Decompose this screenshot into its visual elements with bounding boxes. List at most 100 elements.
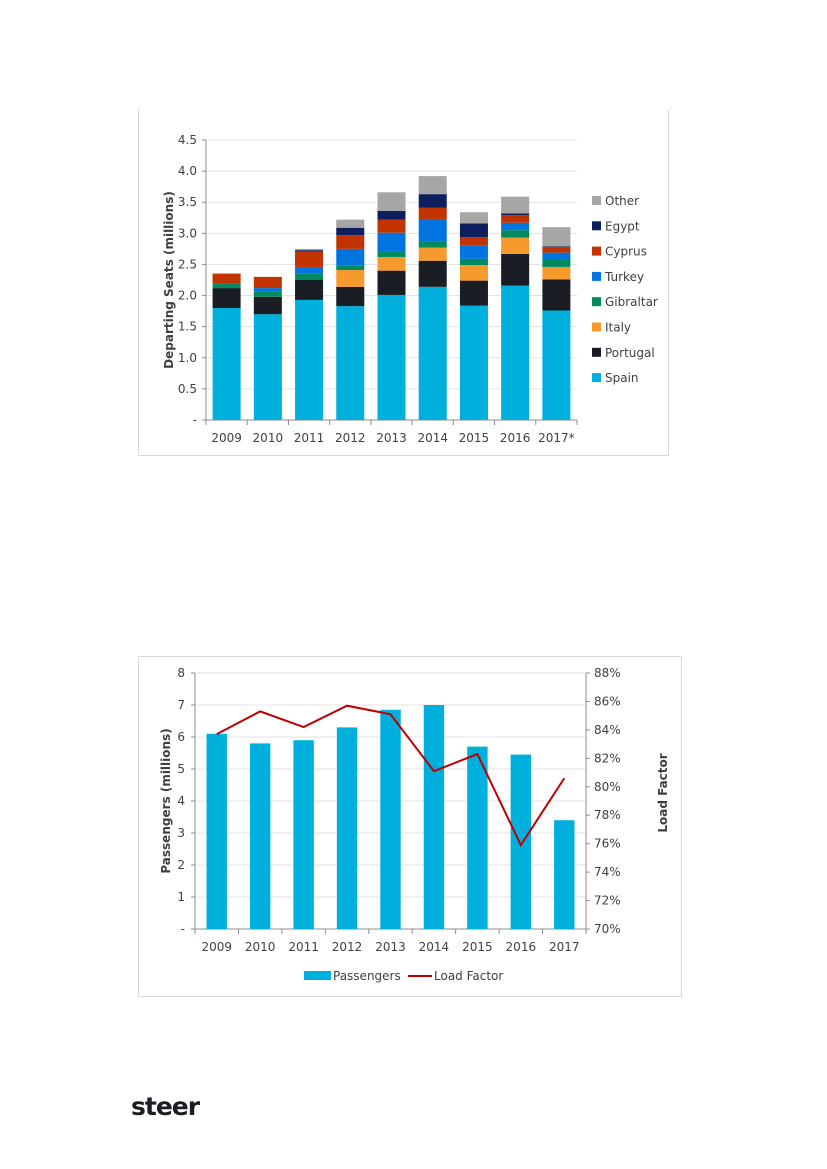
bar-segment-portugal (501, 253, 530, 286)
legend-swatch-cyprus (592, 246, 601, 256)
bar-segment-spain (212, 308, 241, 420)
bar-segment-cyprus (336, 235, 365, 249)
y-axis-title: Passengers (millions) (159, 728, 173, 873)
bar-segment-other (295, 248, 324, 251)
y-tick-label: 1.5 (178, 320, 197, 334)
bar-segment-gibraltar (542, 259, 571, 267)
legend-swatch-other (592, 196, 601, 205)
legend-label-gibraltar: Gibraltar (605, 295, 658, 309)
y-tick-label: 3 (177, 826, 185, 840)
legend-label-passengers: Passengers (333, 969, 401, 983)
bar-segment-spain (336, 306, 365, 420)
bar-segment-egypt (459, 223, 488, 238)
x-tick-label: 2012 (332, 940, 363, 954)
bar-segment-portugal (295, 280, 324, 300)
bar-segment-gibraltar (377, 251, 406, 257)
y2-tick-label: 82% (594, 751, 621, 765)
bar-segment-other (418, 176, 447, 195)
bar-segment-turkey (336, 248, 365, 266)
bar-segment-turkey (253, 288, 282, 292)
legend-label-turkey: Turkey (604, 270, 644, 284)
load-factor-line (216, 704, 566, 848)
passengers-bar (293, 740, 314, 929)
x-tick-label: 2011 (294, 431, 325, 445)
bar-segment-portugal (377, 270, 406, 295)
bar-segment-portugal (418, 260, 447, 287)
bar-segment-gibraltar (295, 273, 324, 280)
bar-segment-egypt (336, 227, 365, 236)
passengers-bar (423, 705, 445, 929)
x-tick-label: 2016 (500, 431, 531, 445)
passengers-load-factor-chart: - 1 2 3 4 5 6 7 8 70% 72% 74% 76% 78% 80% 82% 84% 86% 88% 2… (159, 666, 670, 983)
bar-segment-italy (418, 247, 447, 261)
bar-segment-cyprus (501, 215, 530, 223)
x-tick-label: 2009 (201, 940, 232, 954)
legend-swatch-passengers (304, 971, 331, 980)
bar-segment-cyprus (377, 219, 406, 233)
bar-segment-cyprus (418, 207, 447, 220)
bar-segment-gibraltar (212, 283, 241, 289)
legend-label-egypt: Egypt (605, 219, 640, 233)
bar-segment-other (459, 212, 488, 224)
legend-swatch-italy (592, 322, 601, 332)
bar-segment-cyprus (253, 276, 282, 289)
bar-segment-other (212, 273, 241, 274)
bar-segment-italy (459, 265, 488, 281)
bar-segment-egypt (542, 246, 571, 248)
bar-segment-turkey (418, 219, 447, 242)
bar-segment-cyprus (295, 251, 324, 267)
y-tick-label: 2 (177, 858, 185, 872)
y-tick-label: - (193, 413, 197, 427)
passengers-bar (206, 733, 227, 929)
chart-frame-departing-seats (138, 110, 669, 456)
passengers-bar (554, 820, 575, 929)
legend-label-spain: Spain (605, 371, 639, 385)
y-tick-label: 3.5 (178, 195, 197, 209)
x-tick-label: 2012 (335, 431, 366, 445)
y2-tick-label: 74% (594, 865, 621, 879)
bar-segment-egypt (501, 213, 530, 216)
bar-segment-portugal (459, 280, 488, 306)
x-tick-label: 2017* (538, 431, 575, 445)
y-tick-label: 0.5 (178, 382, 197, 396)
y-tick-label: 3.0 (178, 226, 197, 240)
legend-label-portugal: Portugal (605, 346, 655, 360)
y2-tick-label: 72% (594, 894, 621, 908)
bar-segment-turkey (501, 222, 530, 231)
legend-label-load-factor: Load Factor (434, 969, 503, 983)
y2-tick-label: 78% (594, 808, 621, 822)
x-tick-label: 2011 (288, 940, 319, 954)
y-tick-label: - (181, 922, 185, 936)
y-tick-label: 4.5 (178, 133, 197, 147)
bar-segment-other (501, 196, 530, 214)
x-tick-label: 2010 (253, 431, 284, 445)
bar-segment-gibraltar (459, 258, 488, 266)
x-tick-label: 2015 (462, 940, 493, 954)
x-tick-label: 2015 (459, 431, 490, 445)
legend-label-cyprus: Cyprus (605, 245, 647, 259)
bar-segment-spain (501, 285, 530, 420)
bar-segment-gibraltar (418, 241, 447, 248)
bar-segment-cyprus (212, 273, 241, 284)
passengers-bar (380, 709, 401, 929)
passengers-bar (336, 727, 358, 929)
x-tick-label: 2016 (506, 940, 537, 954)
bar-segment-spain (542, 310, 571, 420)
passengers-bar (249, 743, 271, 929)
y-tick-label: 4 (177, 794, 185, 808)
bar-segment-portugal (212, 288, 241, 308)
bar-segment-cyprus (459, 237, 488, 246)
bar-segment-portugal (253, 296, 282, 315)
bar-segment-spain (253, 314, 282, 420)
y-axis-title: Departing Seats (millions) (162, 191, 176, 369)
bar-segment-cyprus (542, 247, 571, 253)
y-tick-label: 1.0 (178, 351, 197, 365)
departing-seats-chart: - 0.5 1.0 1.5 2.0 2.5 3.0 3.5 4.0 4.5 2009 2010 2011… (162, 133, 658, 445)
y2-tick-label: 70% (594, 922, 621, 936)
passengers-bar (467, 746, 488, 929)
legend-swatch-gibraltar (592, 297, 601, 307)
bar-segment-turkey (542, 252, 571, 260)
y-tick-label: 1 (177, 890, 185, 904)
bar-segment-spain (295, 299, 324, 420)
bar-segment-gibraltar (253, 291, 282, 297)
